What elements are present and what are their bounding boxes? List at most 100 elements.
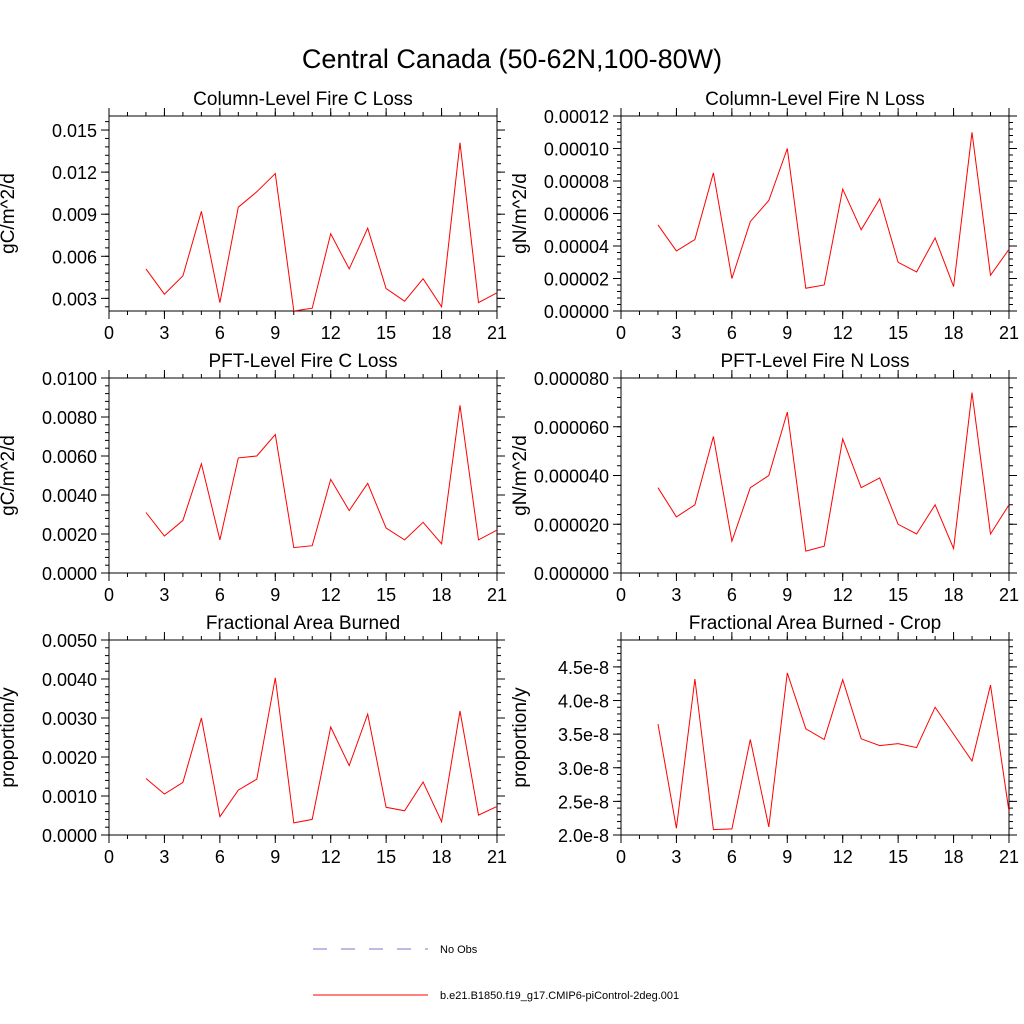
legend-no-obs-label: No Obs	[440, 944, 478, 956]
y-axis-label: gC/m^2/d	[0, 435, 19, 516]
x-tick-label: 18	[944, 585, 964, 605]
x-tick-label: 18	[432, 585, 452, 605]
x-tick-label: 0	[616, 323, 626, 343]
series-line	[657, 672, 1009, 831]
x-tick-label: 9	[782, 323, 792, 343]
chart-panel-3: 0 3 6 9 12 15 18 21 0.0000 0.0020 0.0040 0.0060 0.00…	[0, 351, 507, 605]
y-tick-label: 0.0040	[42, 486, 97, 506]
y-tick-label: 4.5e-8	[558, 658, 609, 678]
y-tick-label: 0.0060	[42, 447, 97, 467]
x-tick-label: 3	[671, 847, 681, 867]
plot-frame	[108, 639, 498, 836]
x-tick-label: 21	[999, 323, 1019, 343]
y-tick-label: 0.006	[52, 247, 97, 267]
x-tick-label: 21	[487, 323, 507, 343]
x-tick-label: 15	[888, 847, 908, 867]
figure-title: Central Canada (50-62N,100-80W)	[302, 44, 722, 74]
y-tick-label: 4.0e-8	[558, 692, 609, 712]
y-axis-label: proportion/y	[0, 687, 19, 788]
x-tick-label: 6	[215, 847, 225, 867]
y-tick-label: 0.0010	[42, 787, 97, 807]
x-tick-label: 9	[270, 847, 280, 867]
y-tick-label: 0.0040	[42, 670, 97, 690]
x-tick-label: 6	[215, 323, 225, 343]
x-tick-label: 15	[888, 323, 908, 343]
y-tick-label: 0.015	[52, 121, 97, 141]
legend: No Obs b.e21.B1850.f19_g17.CMIP6-piContr…	[313, 944, 679, 1002]
plot-frame	[620, 377, 1010, 574]
series-line	[145, 677, 497, 824]
y-tick-label: 0.009	[52, 205, 97, 225]
series-line	[145, 142, 497, 311]
series-line	[145, 405, 497, 549]
x-tick-label: 12	[321, 847, 341, 867]
x-tick-label: 3	[159, 585, 169, 605]
x-tick-label: 6	[215, 585, 225, 605]
y-tick-label: 3.0e-8	[558, 759, 609, 779]
panel-title: Fractional Area Burned	[206, 613, 400, 634]
series-line	[657, 392, 1009, 552]
x-tick-label: 0	[104, 585, 114, 605]
x-tick-label: 0	[616, 847, 626, 867]
y-tick-label: 0.00002	[544, 270, 609, 290]
x-tick-label: 6	[727, 847, 737, 867]
y-tick-label: 0.00000	[544, 302, 609, 322]
x-tick-label: 12	[833, 323, 853, 343]
panel-title: Fractional Area Burned - Crop	[689, 613, 941, 634]
y-tick-label: 0.0100	[42, 369, 97, 389]
x-tick-label: 12	[321, 585, 341, 605]
x-tick-label: 0	[616, 585, 626, 605]
panels-group: 0 3 6 9 12 15 18 21 0.003 0.006 0.009 0.012 0.015 Col…	[0, 89, 1019, 867]
legend-model-label: b.e21.B1850.f19_g17.CMIP6-piControl-2deg…	[440, 990, 679, 1002]
x-tick-label: 9	[270, 585, 280, 605]
x-tick-label: 9	[782, 585, 792, 605]
y-tick-label: 0.0000	[42, 564, 97, 584]
chart-panel-6: 0 3 6 9 12 15 18 21 2.0e-8 2.5e-8 3.0e-8 3.5e-8 4.0e…	[510, 613, 1019, 867]
panel-title: PFT-Level Fire C Loss	[209, 351, 398, 372]
y-axis-label: gN/m^2/d	[510, 435, 531, 516]
x-tick-label: 18	[944, 847, 964, 867]
y-tick-label: 3.5e-8	[558, 725, 609, 745]
y-tick-label: 0.000080	[534, 369, 609, 389]
y-tick-label: 0.00004	[544, 237, 609, 257]
x-tick-label: 0	[104, 323, 114, 343]
x-tick-label: 12	[833, 847, 853, 867]
x-tick-label: 3	[159, 323, 169, 343]
y-tick-label: 0.00010	[544, 140, 609, 160]
y-tick-label: 0.00008	[544, 172, 609, 192]
x-tick-label: 15	[376, 585, 396, 605]
y-tick-label: 0.003	[52, 289, 97, 309]
panel-title: Column-Level Fire N Loss	[705, 89, 925, 110]
x-tick-label: 3	[671, 585, 681, 605]
y-tick-label: 0.012	[52, 163, 97, 183]
plot-frame	[620, 115, 1010, 312]
x-tick-label: 0	[104, 847, 114, 867]
series-line	[657, 132, 1009, 289]
panel-title: PFT-Level Fire N Loss	[721, 351, 910, 372]
chart-panel-4: 0 3 6 9 12 15 18 21 0.000000 0.000020 0.000040 0.00…	[510, 351, 1019, 605]
x-tick-label: 15	[376, 847, 396, 867]
plot-frame	[108, 377, 498, 574]
y-tick-label: 0.00012	[544, 107, 609, 127]
x-tick-label: 9	[782, 847, 792, 867]
y-tick-label: 0.0020	[42, 748, 97, 768]
x-tick-label: 15	[888, 585, 908, 605]
y-tick-label: 0.000020	[534, 515, 609, 535]
x-tick-label: 18	[432, 847, 452, 867]
y-tick-label: 2.0e-8	[558, 826, 609, 846]
y-tick-label: 0.0000	[42, 826, 97, 846]
y-tick-label: 0.0050	[42, 631, 97, 651]
x-tick-label: 12	[833, 585, 853, 605]
x-tick-label: 15	[376, 323, 396, 343]
x-tick-label: 21	[999, 847, 1019, 867]
x-tick-label: 18	[944, 323, 964, 343]
y-tick-label: 2.5e-8	[558, 792, 609, 812]
x-tick-label: 6	[727, 323, 737, 343]
chart-panel-5: 0 3 6 9 12 15 18 21 0.0000 0.0010 0.0020 0.0030 0.00…	[0, 613, 507, 867]
x-tick-label: 21	[487, 847, 507, 867]
y-axis-label: proportion/y	[510, 687, 531, 788]
y-axis-label: gN/m^2/d	[510, 173, 531, 254]
y-tick-label: 0.000060	[534, 418, 609, 438]
panel-title: Column-Level Fire C Loss	[193, 89, 413, 110]
